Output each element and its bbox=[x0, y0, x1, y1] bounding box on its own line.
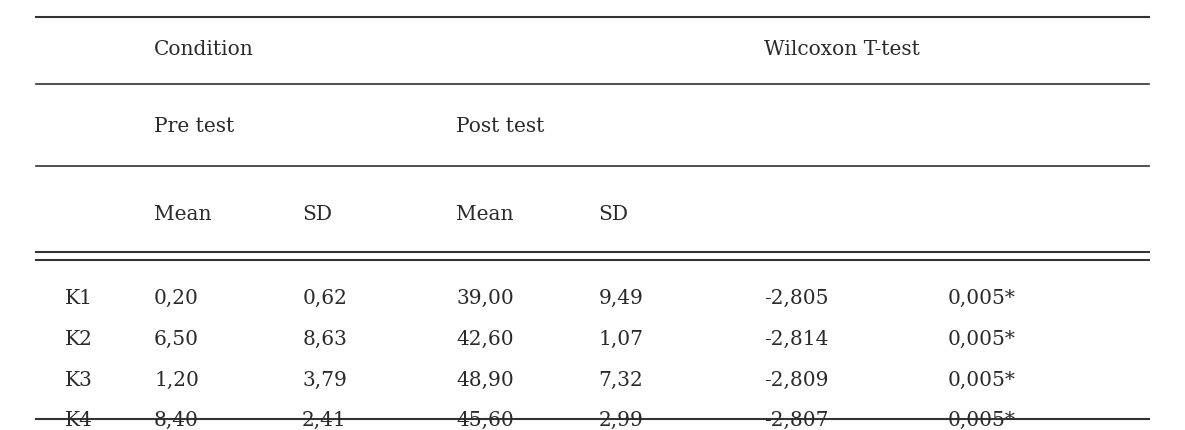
Text: 2,41: 2,41 bbox=[302, 411, 347, 430]
Text: Pre test: Pre test bbox=[154, 117, 235, 136]
Text: 39,00: 39,00 bbox=[456, 289, 514, 308]
Text: 8,63: 8,63 bbox=[302, 330, 347, 349]
Text: Wilcoxon T-test: Wilcoxon T-test bbox=[764, 40, 921, 59]
Text: 6,50: 6,50 bbox=[154, 330, 199, 349]
Text: 48,90: 48,90 bbox=[456, 371, 514, 390]
Text: 8,40: 8,40 bbox=[154, 411, 199, 430]
Text: SD: SD bbox=[598, 206, 628, 224]
Text: 45,60: 45,60 bbox=[456, 411, 514, 430]
Text: 7,32: 7,32 bbox=[598, 371, 643, 390]
Text: 1,07: 1,07 bbox=[598, 330, 643, 349]
Text: 0,20: 0,20 bbox=[154, 289, 199, 308]
Text: -2,814: -2,814 bbox=[764, 330, 828, 349]
Text: 0,62: 0,62 bbox=[302, 289, 347, 308]
Text: 1,20: 1,20 bbox=[154, 371, 199, 390]
Text: 0,005*: 0,005* bbox=[948, 411, 1016, 430]
Text: 0,005*: 0,005* bbox=[948, 289, 1016, 308]
Text: Post test: Post test bbox=[456, 117, 545, 136]
Text: 0,005*: 0,005* bbox=[948, 330, 1016, 349]
Text: K1: K1 bbox=[65, 289, 94, 308]
Text: 9,49: 9,49 bbox=[598, 289, 643, 308]
Text: Mean: Mean bbox=[154, 206, 212, 224]
Text: 2,99: 2,99 bbox=[598, 411, 643, 430]
Text: -2,807: -2,807 bbox=[764, 411, 828, 430]
Text: -2,809: -2,809 bbox=[764, 371, 828, 390]
Text: 42,60: 42,60 bbox=[456, 330, 514, 349]
Text: K3: K3 bbox=[65, 371, 94, 390]
Text: 3,79: 3,79 bbox=[302, 371, 347, 390]
Text: K4: K4 bbox=[65, 411, 94, 430]
Text: Condition: Condition bbox=[154, 40, 254, 59]
Text: K2: K2 bbox=[65, 330, 94, 349]
Text: SD: SD bbox=[302, 206, 332, 224]
Text: -2,805: -2,805 bbox=[764, 289, 828, 308]
Text: Mean: Mean bbox=[456, 206, 514, 224]
Text: 0,005*: 0,005* bbox=[948, 371, 1016, 390]
